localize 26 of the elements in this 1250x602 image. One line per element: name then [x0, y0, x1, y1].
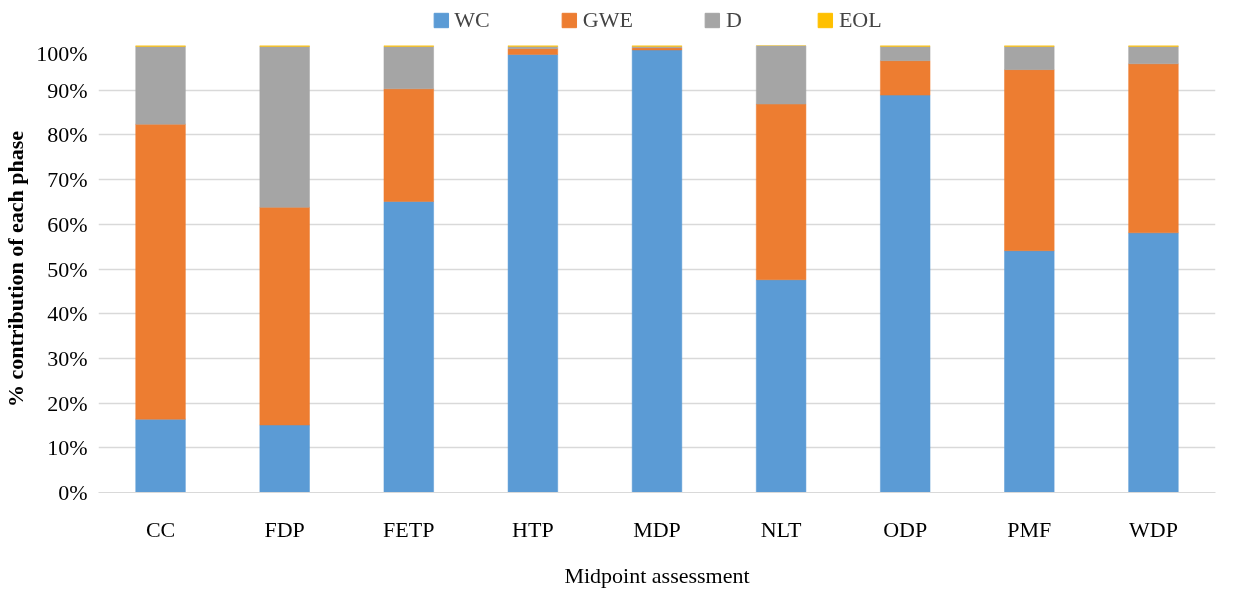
x-tick-label: FDP	[264, 516, 305, 542]
y-tick-label: 50%	[47, 256, 88, 282]
x-axis-title: Midpoint assessment	[564, 562, 750, 588]
y-axis-title: % contribution of each phase	[3, 130, 29, 408]
y-tick-label: 0%	[58, 480, 88, 505]
x-tick-label: MDP	[633, 516, 681, 542]
y-tick-label: 80%	[47, 122, 88, 148]
legend-label: EOL	[838, 7, 882, 33]
x-tick-label: PMF	[1007, 516, 1052, 542]
y-tick-label: 10%	[47, 435, 88, 461]
legend-label: D	[725, 7, 743, 33]
y-tick-label: 90%	[47, 77, 88, 103]
y-tick-label: 30%	[47, 345, 88, 371]
y-tick-label: 20%	[47, 390, 88, 416]
x-tick-label: WDP	[1129, 516, 1178, 542]
y-tick-label: 100%	[36, 40, 88, 66]
y-tick-label: 40%	[47, 301, 88, 327]
x-tick-label: HTP	[512, 516, 554, 542]
x-tick-label: FETP	[383, 516, 435, 542]
y-tick-label: 70%	[47, 167, 88, 193]
x-tick-label: ODP	[883, 516, 928, 542]
legend-label: GWE	[582, 7, 633, 33]
x-tick-label: NLT	[760, 516, 803, 542]
y-tick-label: 60%	[47, 211, 88, 237]
x-tick-label: CC	[145, 516, 176, 542]
legend-label: WC	[454, 7, 490, 33]
